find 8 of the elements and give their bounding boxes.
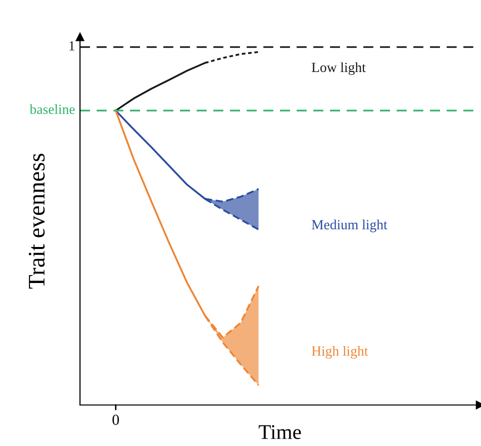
text: Low light xyxy=(312,62,366,75)
text: High light xyxy=(312,346,368,359)
text: Medium light xyxy=(312,220,388,232)
ref-line-label: baseline xyxy=(30,104,75,114)
x-axis-title: Time xyxy=(258,425,301,440)
ref-line-label: 1 xyxy=(69,41,74,50)
y-axis-title: Trait evenness xyxy=(28,154,45,289)
text: 0 xyxy=(112,414,119,425)
